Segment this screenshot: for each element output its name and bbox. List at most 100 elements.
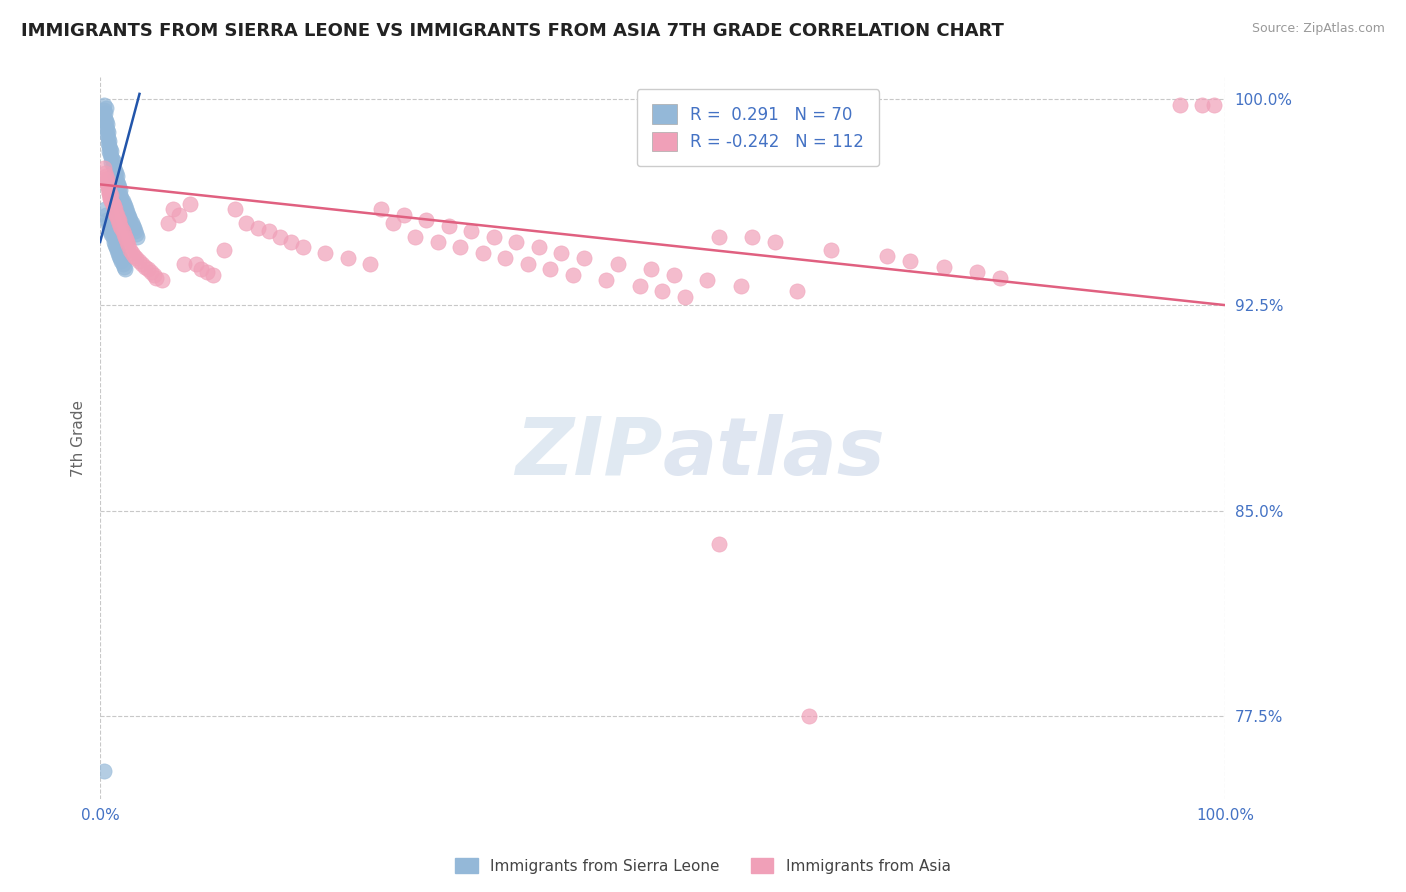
Point	[121, 219, 143, 233]
Point	[103, 199, 125, 213]
Point	[94, 120, 117, 134]
Point	[100, 194, 122, 208]
Point	[167, 208, 190, 222]
Point	[184, 257, 207, 271]
Point	[96, 122, 118, 136]
Point	[280, 235, 302, 249]
Point	[131, 257, 153, 271]
Point	[482, 229, 505, 244]
Point	[121, 216, 143, 230]
Point	[103, 235, 125, 249]
Point	[269, 229, 291, 244]
Point	[93, 764, 115, 779]
Point	[115, 204, 138, 219]
Point	[94, 175, 117, 189]
Point	[314, 246, 336, 260]
Point	[741, 229, 763, 244]
Point	[110, 191, 132, 205]
Point	[100, 227, 122, 241]
Point	[120, 244, 142, 258]
Point	[640, 262, 662, 277]
Point	[673, 290, 696, 304]
Point	[93, 98, 115, 112]
Point	[381, 216, 404, 230]
Point	[93, 103, 115, 118]
Point	[786, 285, 808, 299]
Point	[460, 224, 482, 238]
Point	[94, 114, 117, 128]
Point	[516, 257, 538, 271]
Point	[111, 224, 134, 238]
Point	[98, 147, 121, 161]
Point	[98, 183, 121, 197]
Point	[359, 257, 381, 271]
Point	[122, 221, 145, 235]
Point	[246, 221, 269, 235]
Point	[104, 240, 127, 254]
Point	[114, 199, 136, 213]
Point	[100, 145, 122, 159]
Legend: R =  0.291   N = 70, R = -0.242   N = 112: R = 0.291 N = 70, R = -0.242 N = 112	[637, 89, 879, 166]
Point	[96, 117, 118, 131]
Point	[98, 221, 121, 235]
Point	[139, 265, 162, 279]
Point	[392, 208, 415, 222]
Point	[820, 244, 842, 258]
Point	[96, 128, 118, 142]
Point	[98, 224, 121, 238]
Point	[651, 285, 673, 299]
Point	[797, 709, 820, 723]
Point	[988, 270, 1011, 285]
Point	[212, 244, 235, 258]
Point	[162, 202, 184, 216]
Point	[527, 240, 550, 254]
Point	[101, 229, 124, 244]
Point	[93, 166, 115, 180]
Text: atlas: atlas	[662, 414, 886, 491]
Point	[100, 150, 122, 164]
Point	[100, 155, 122, 169]
Point	[235, 216, 257, 230]
Point	[125, 252, 148, 266]
Point	[104, 169, 127, 184]
Point	[105, 208, 128, 222]
Point	[110, 254, 132, 268]
Point	[121, 246, 143, 260]
Point	[966, 265, 988, 279]
Point	[404, 229, 426, 244]
Point	[108, 249, 131, 263]
Point	[561, 268, 583, 282]
Point	[336, 252, 359, 266]
Point	[103, 155, 125, 169]
Point	[134, 260, 156, 274]
Point	[112, 196, 135, 211]
Point	[876, 249, 898, 263]
Point	[104, 204, 127, 219]
Point	[201, 268, 224, 282]
Point	[505, 235, 527, 249]
Point	[103, 202, 125, 216]
Point	[107, 213, 129, 227]
Point	[606, 257, 628, 271]
Point	[108, 180, 131, 194]
Point	[98, 142, 121, 156]
Point	[94, 169, 117, 184]
Point	[97, 178, 120, 192]
Point	[98, 191, 121, 205]
Point	[190, 262, 212, 277]
Point	[595, 273, 617, 287]
Point	[179, 196, 201, 211]
Point	[110, 221, 132, 235]
Point	[94, 208, 117, 222]
Point	[110, 188, 132, 202]
Point	[471, 246, 494, 260]
Point	[98, 134, 121, 148]
Point	[115, 202, 138, 216]
Point	[93, 112, 115, 126]
Point	[118, 211, 141, 225]
Point	[117, 237, 139, 252]
Point	[1191, 98, 1213, 112]
Point	[415, 213, 437, 227]
Point	[257, 224, 280, 238]
Point	[98, 186, 121, 200]
